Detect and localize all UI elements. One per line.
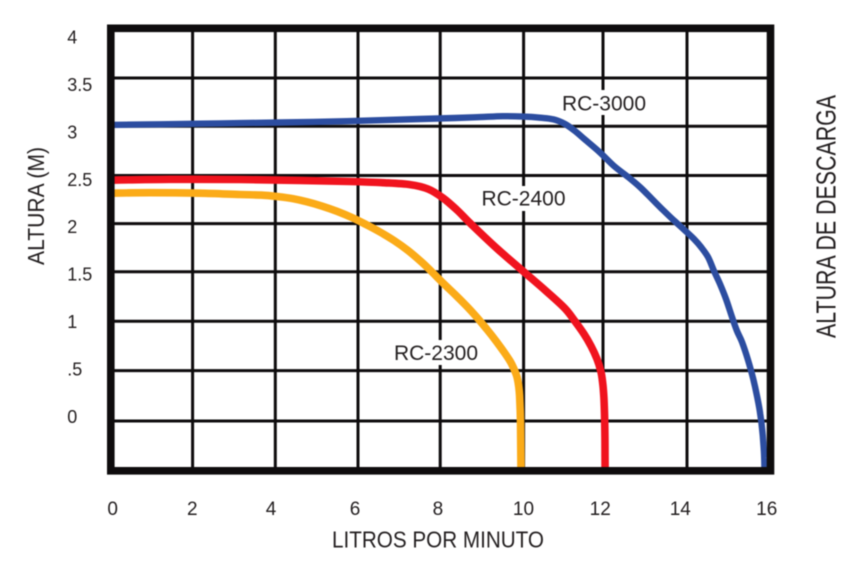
svg-text:4: 4 xyxy=(266,499,277,520)
svg-text:LITROS POR MINUTO: LITROS POR MINUTO xyxy=(332,526,544,552)
svg-text:RC-3000: RC-3000 xyxy=(562,93,646,116)
svg-text:2: 2 xyxy=(67,217,77,237)
svg-text:ALTURA DE DESCARGA: ALTURA DE DESCARGA xyxy=(811,95,842,338)
svg-text:ALTURA (M): ALTURA (M) xyxy=(23,147,49,265)
svg-text:RC-2300: RC-2300 xyxy=(394,342,478,365)
svg-text:2: 2 xyxy=(187,499,198,520)
svg-text:16: 16 xyxy=(756,499,777,520)
svg-text:8: 8 xyxy=(433,499,444,520)
svg-text:.5: .5 xyxy=(67,359,82,379)
svg-text:10: 10 xyxy=(513,499,534,520)
svg-text:1.5: 1.5 xyxy=(67,265,92,285)
svg-text:3.5: 3.5 xyxy=(67,75,92,95)
svg-text:12: 12 xyxy=(590,499,611,520)
svg-text:RC-2400: RC-2400 xyxy=(481,188,565,211)
svg-text:4: 4 xyxy=(67,28,77,48)
svg-text:1: 1 xyxy=(67,312,77,332)
svg-text:0: 0 xyxy=(107,499,118,520)
svg-text:2.5: 2.5 xyxy=(67,170,92,190)
svg-text:6: 6 xyxy=(350,499,361,520)
svg-text:14: 14 xyxy=(670,499,692,520)
svg-text:0: 0 xyxy=(67,407,77,427)
svg-text:3: 3 xyxy=(67,122,77,142)
